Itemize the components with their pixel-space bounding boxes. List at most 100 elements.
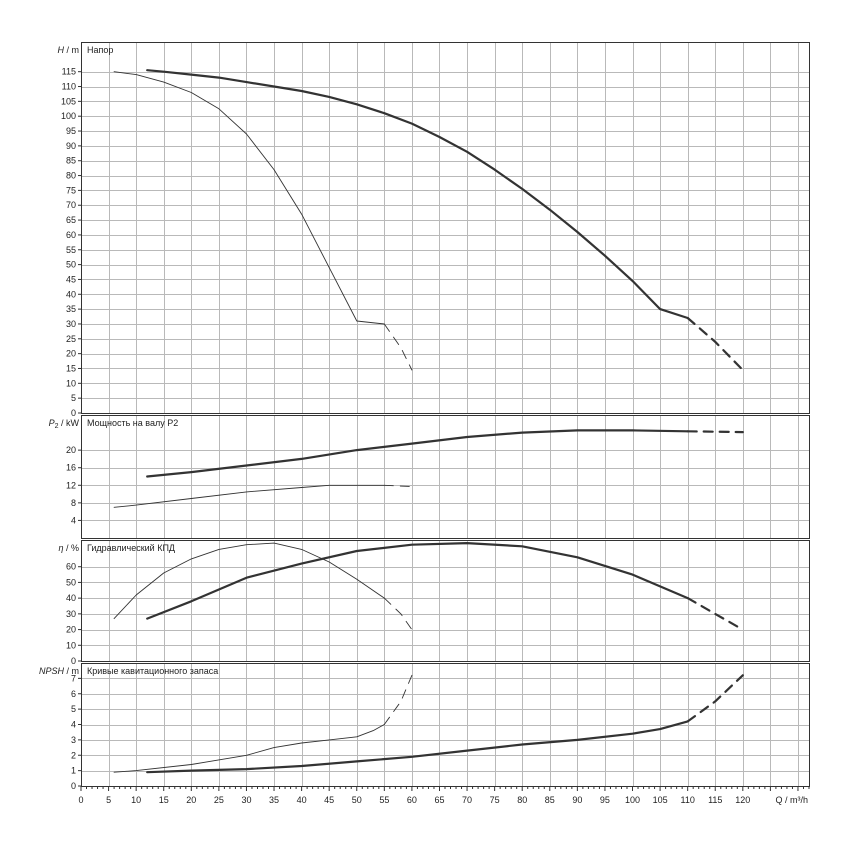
x-tick-label: 5: [106, 795, 111, 805]
y-tick-label: 40: [66, 593, 76, 603]
panel-title: Мощность на валу P2: [87, 418, 178, 428]
curve-thick-dashed: [686, 316, 744, 372]
y-tick-label: 60: [66, 562, 76, 572]
y-tick-label: 0: [71, 781, 76, 791]
y-axis-label: P2 / kW: [49, 418, 80, 430]
y-tick-label: 115: [62, 67, 76, 77]
curve-thin-dashed: [383, 323, 413, 371]
x-tick-label: 95: [600, 795, 610, 805]
x-tick-label: 20: [186, 795, 196, 805]
y-tick-label: 45: [66, 274, 76, 284]
curve-thick-dashed: [686, 430, 744, 434]
y-tick-label: 4: [71, 515, 76, 525]
y-tick-label: 0: [71, 408, 76, 418]
y-tick-label: 8: [71, 498, 76, 508]
curve-thick-solid: [146, 720, 689, 774]
x-tick-label: 65: [434, 795, 444, 805]
y-tick-label: 7: [71, 673, 76, 683]
x-tick-label: 105: [653, 795, 668, 805]
x-tick-label: 45: [324, 795, 334, 805]
y-tick-label: 50: [66, 260, 76, 270]
curve-thin-solid: [113, 484, 385, 508]
curve-thin-solid: [113, 71, 385, 325]
y-tick-label: 20: [66, 625, 76, 635]
curve-thin-dashed: [383, 674, 413, 725]
curve-thin-dashed: [383, 484, 413, 488]
x-tick-label: 40: [297, 795, 307, 805]
x-tick-label: 30: [241, 795, 251, 805]
curve-thick-dashed: [686, 674, 744, 723]
x-tick-label: 85: [545, 795, 555, 805]
x-tick-label: 90: [572, 795, 582, 805]
y-axis-unit: / m: [64, 45, 79, 55]
y-tick-label: 20: [66, 445, 76, 455]
y-tick-label: 10: [66, 378, 76, 388]
y-axis-label: H / m: [58, 45, 80, 55]
y-tick-label: 4: [71, 720, 76, 730]
y-tick-label: 0: [71, 656, 76, 666]
panel-frame: [81, 415, 810, 539]
curve-thick-dashed: [686, 597, 744, 631]
x-tick-label: 55: [379, 795, 389, 805]
y-tick-label: 2: [71, 750, 76, 760]
x-tick-label: 100: [625, 795, 640, 805]
curve-thin-dashed: [383, 597, 413, 631]
y-tick-label: 60: [66, 230, 76, 240]
y-axis-symbol: η: [58, 543, 63, 553]
x-tick-label: 75: [490, 795, 500, 805]
x-tick-label: 10: [131, 795, 141, 805]
curve-thin-solid: [113, 724, 385, 773]
y-tick-label: 30: [66, 609, 76, 619]
curves: [113, 69, 744, 774]
y-tick-label: 16: [66, 463, 76, 473]
y-tick-label: 6: [71, 689, 76, 699]
panel-title: Кривые кавитационного запаса: [87, 666, 218, 676]
curve-thick-solid: [146, 69, 689, 320]
y-tick-label: 50: [66, 577, 76, 587]
y-axis-unit: / %: [63, 543, 79, 553]
curve-thick-solid: [146, 429, 689, 478]
y-axis-unit: / kW: [59, 418, 80, 428]
y-tick-label: 70: [66, 200, 76, 210]
axes: 0510152025303540455055606570758085909510…: [39, 42, 810, 805]
y-tick-label: 5: [71, 704, 76, 714]
y-tick-label: 20: [66, 349, 76, 359]
y-tick-label: 65: [66, 215, 76, 225]
y-tick-label: 85: [66, 156, 76, 166]
panel-title: Гидравлический КПД: [87, 543, 175, 553]
y-tick-label: 30: [66, 319, 76, 329]
y-tick-label: 1: [71, 766, 76, 776]
x-tick-label: 15: [159, 795, 169, 805]
panel-title: Напор: [87, 45, 113, 55]
y-tick-label: 15: [66, 363, 76, 373]
x-tick-label: 50: [352, 795, 362, 805]
x-tick-label: 0: [78, 795, 83, 805]
y-tick-label: 75: [66, 185, 76, 195]
curve-thick-solid: [146, 542, 689, 620]
y-tick-label: 90: [66, 141, 76, 151]
x-axis-label: Q / m³/h: [775, 795, 808, 805]
y-tick-label: 100: [61, 111, 76, 121]
y-tick-label: 10: [66, 640, 76, 650]
y-tick-label: 35: [66, 304, 76, 314]
y-axis-label: η / %: [58, 543, 79, 553]
x-tick-label: 110: [680, 795, 694, 805]
x-tick-label: 35: [269, 795, 279, 805]
y-tick-label: 105: [61, 96, 76, 106]
y-axis-unit: / m: [64, 666, 79, 676]
x-tick-label: 80: [517, 795, 527, 805]
y-axis-label: NPSH / m: [39, 666, 79, 676]
x-tick-label: 25: [214, 795, 224, 805]
y-tick-label: 3: [71, 735, 76, 745]
y-tick-label: 55: [66, 245, 76, 255]
panel-frame: [81, 42, 810, 414]
curve-thin-solid: [113, 542, 385, 620]
y-axis-subscript: 2: [55, 423, 59, 430]
y-axis-symbol: NPSH: [39, 666, 65, 676]
panel-frame: [81, 540, 810, 662]
x-tick-label: 60: [407, 795, 417, 805]
y-tick-label: 5: [71, 393, 76, 403]
y-tick-label: 40: [66, 289, 76, 299]
x-tick-label: 115: [708, 795, 722, 805]
